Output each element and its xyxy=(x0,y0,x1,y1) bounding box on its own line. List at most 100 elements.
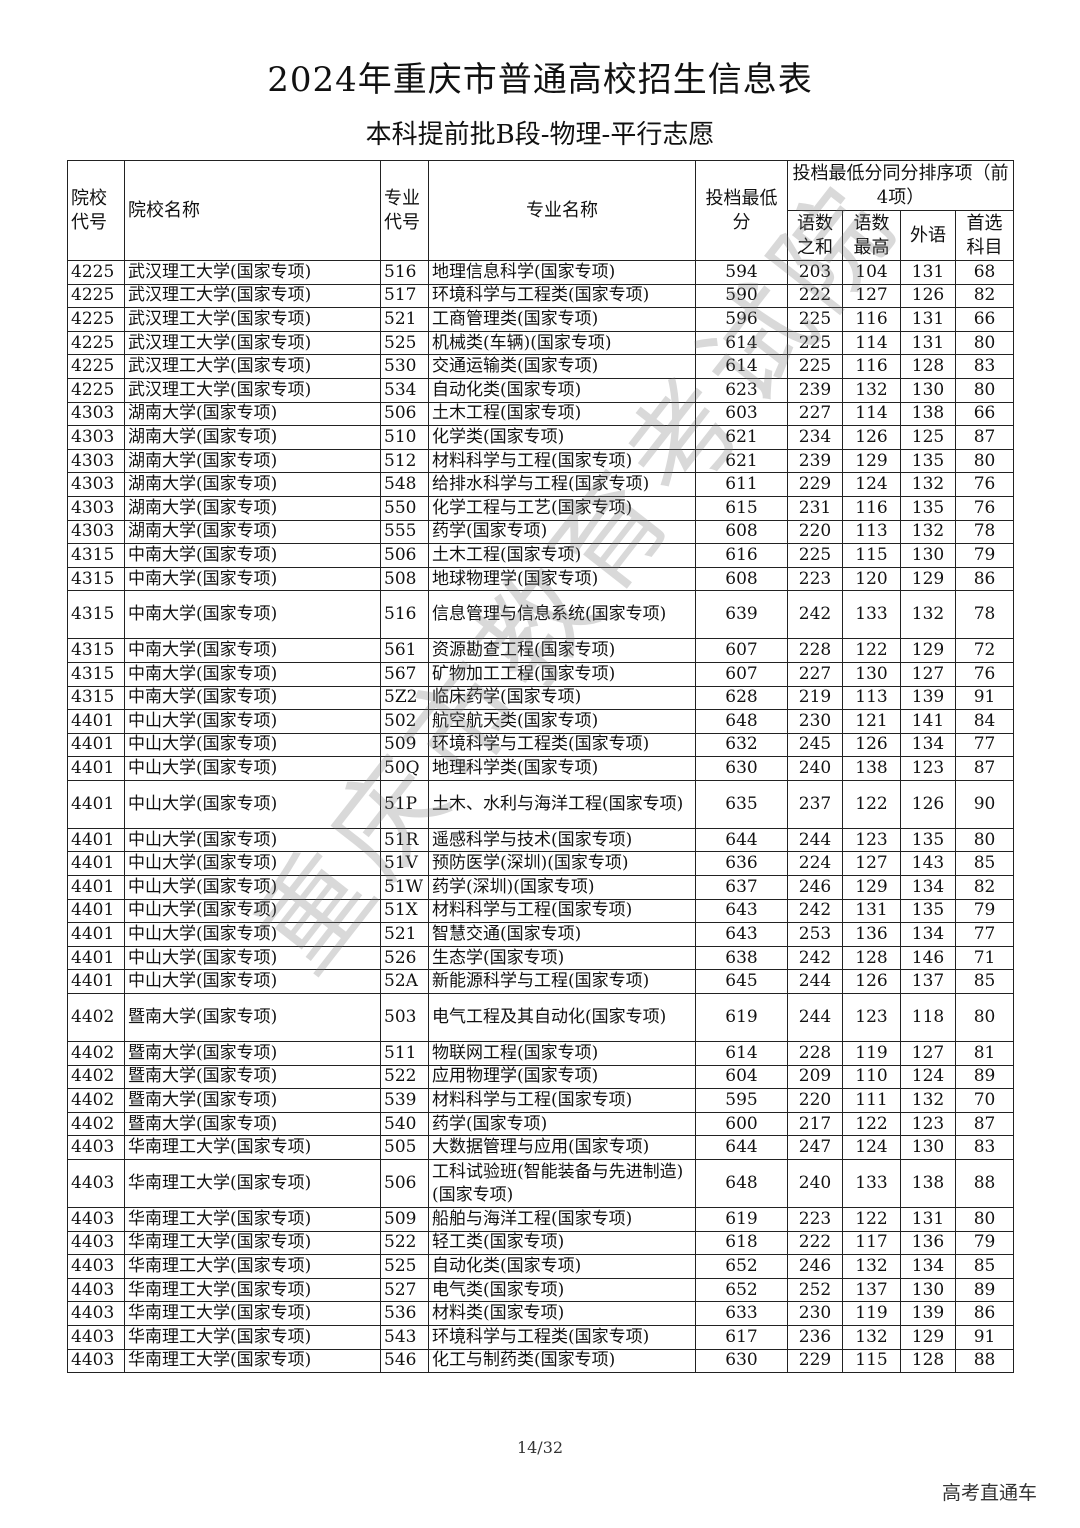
cell-school-name: 湖南大学(国家专项) xyxy=(124,519,381,545)
cell-major-name: 临床药学(国家专项) xyxy=(428,685,696,711)
cell-foreign-language: 131 xyxy=(900,307,956,332)
table-row: 4401 中山大学(国家专项) 526 生态学(国家专项) 638 242 128 146 71 xyxy=(67,945,1015,971)
cell-school-name: 中南大学(国家专项) xyxy=(124,590,381,640)
cell-chinese-math-sum: 252 xyxy=(787,1277,843,1303)
cell-foreign-language: 130 xyxy=(900,543,956,568)
cell-major-name: 机械类(车辆)(国家专项) xyxy=(428,330,696,356)
cell-major-code: 512 xyxy=(380,448,429,474)
cell-min-score: 630 xyxy=(695,756,788,781)
cell-chinese-math-sum: 244 xyxy=(787,993,843,1043)
cell-first-subject: 68 xyxy=(954,260,1015,285)
cell-chinese-math-max: 132 xyxy=(842,377,901,403)
cell-foreign-language: 128 xyxy=(900,1348,956,1374)
cell-foreign-language: 130 xyxy=(900,1277,956,1303)
cell-major-code: 51W xyxy=(380,875,429,900)
cell-chinese-math-sum: 225 xyxy=(787,330,843,356)
cell-major-code: 508 xyxy=(380,566,429,592)
cell-major-name: 土木、水利与海洋工程(国家专项) xyxy=(428,779,696,829)
cell-foreign-language: 146 xyxy=(900,945,956,971)
cell-major-code: 534 xyxy=(380,377,429,403)
cell-school-code: 4403 xyxy=(67,1254,125,1279)
cell-school-name: 暨南大学(国家专项) xyxy=(124,1064,381,1090)
cell-first-subject: 85 xyxy=(954,969,1015,995)
cell-foreign-language: 132 xyxy=(900,590,956,640)
cell-min-score: 617 xyxy=(695,1324,788,1350)
cell-min-score: 621 xyxy=(695,425,788,450)
cell-first-subject: 79 xyxy=(954,543,1015,568)
cell-foreign-language: 134 xyxy=(900,1254,956,1279)
cell-chinese-math-sum: 227 xyxy=(787,661,843,687)
cell-major-code: 527 xyxy=(380,1277,429,1303)
cell-school-code: 4303 xyxy=(67,472,125,497)
cell-chinese-math-sum: 242 xyxy=(787,590,843,640)
cell-major-name: 环境科学与工程类(国家专项) xyxy=(428,1324,696,1350)
cell-major-name: 船舶与海洋工程(国家专项) xyxy=(428,1207,696,1232)
table-row: 4401 中山大学(国家专项) 51V 预防医学(深圳)(国家专项) 636 224 127… xyxy=(67,851,1015,877)
cell-min-score: 638 xyxy=(695,945,788,971)
cell-foreign-language: 124 xyxy=(900,1064,956,1090)
cell-school-code: 4401 xyxy=(67,945,125,971)
cell-major-code: 522 xyxy=(380,1230,429,1256)
cell-school-code: 4225 xyxy=(67,260,125,285)
cell-school-name: 中山大学(国家专项) xyxy=(124,827,381,853)
cell-chinese-math-sum: 237 xyxy=(787,779,843,829)
cell-chinese-math-sum: 223 xyxy=(787,566,843,592)
cell-first-subject: 84 xyxy=(954,709,1015,734)
cell-major-name: 化学工程与工艺(国家专项) xyxy=(428,495,696,521)
cell-min-score: 611 xyxy=(695,472,788,497)
cell-major-code: 516 xyxy=(380,590,429,640)
cell-first-subject: 85 xyxy=(954,1254,1015,1279)
cell-chinese-math-sum: 225 xyxy=(787,543,843,568)
cell-chinese-math-sum: 229 xyxy=(787,1348,843,1374)
cell-chinese-math-sum: 246 xyxy=(787,1254,843,1279)
cell-school-code: 4225 xyxy=(67,354,125,379)
cell-foreign-language: 131 xyxy=(900,1207,956,1232)
cell-chinese-math-max: 136 xyxy=(842,922,901,947)
cell-foreign-language: 123 xyxy=(900,756,956,781)
cell-first-subject: 77 xyxy=(954,922,1015,947)
cell-first-subject: 80 xyxy=(954,330,1015,356)
cell-first-subject: 86 xyxy=(954,1301,1015,1326)
cell-foreign-language: 127 xyxy=(900,661,956,687)
cell-school-name: 暨南大学(国家专项) xyxy=(124,1111,381,1137)
cell-foreign-language: 135 xyxy=(900,448,956,474)
cell-chinese-math-sum: 239 xyxy=(787,377,843,403)
cell-chinese-math-sum: 225 xyxy=(787,307,843,332)
cell-major-name: 土木工程(国家专项) xyxy=(428,401,696,427)
cell-major-code: 530 xyxy=(380,354,429,379)
cell-major-name: 环境科学与工程类(国家专项) xyxy=(428,283,696,309)
cell-chinese-math-sum: 227 xyxy=(787,401,843,427)
cell-chinese-math-max: 119 xyxy=(842,1041,901,1066)
cell-school-name: 中山大学(国家专项) xyxy=(124,898,381,924)
cell-foreign-language: 137 xyxy=(900,969,956,995)
cell-min-score: 628 xyxy=(695,685,788,711)
cell-major-code: 525 xyxy=(380,330,429,356)
cell-major-name: 土木工程(国家专项) xyxy=(428,543,696,568)
header-first-subject: 首选科目 xyxy=(954,210,1015,261)
cell-major-code: 509 xyxy=(380,732,429,758)
cell-major-name: 材料类(国家专项) xyxy=(428,1301,696,1326)
cell-major-code: 505 xyxy=(380,1135,429,1160)
cell-foreign-language: 136 xyxy=(900,1230,956,1256)
table-row: 4403 华南理工大学(国家专项) 527 电气类(国家专项) 652 252 137 130… xyxy=(67,1277,1015,1303)
cell-first-subject: 70 xyxy=(954,1088,1015,1113)
cell-chinese-math-sum: 225 xyxy=(787,354,843,379)
cell-min-score: 619 xyxy=(695,1207,788,1232)
cell-chinese-math-sum: 253 xyxy=(787,922,843,947)
cell-major-code: 517 xyxy=(380,283,429,309)
cell-chinese-math-max: 124 xyxy=(842,472,901,497)
cell-school-code: 4303 xyxy=(67,425,125,450)
cell-major-code: 543 xyxy=(380,1324,429,1350)
cell-chinese-math-max: 137 xyxy=(842,1277,901,1303)
cell-chinese-math-sum: 242 xyxy=(787,945,843,971)
cell-major-name: 材料科学与工程(国家专项) xyxy=(428,1088,696,1113)
cell-chinese-math-max: 126 xyxy=(842,425,901,450)
cell-school-code: 4401 xyxy=(67,827,125,853)
cell-major-code: 521 xyxy=(380,307,429,332)
cell-school-code: 4401 xyxy=(67,898,125,924)
document-subtitle: 本科提前批B段-物理-平行志愿 xyxy=(365,120,715,150)
cell-chinese-math-sum: 220 xyxy=(787,1088,843,1113)
cell-first-subject: 79 xyxy=(954,1230,1015,1256)
cell-major-code: 546 xyxy=(380,1348,429,1374)
cell-major-code: 521 xyxy=(380,922,429,947)
